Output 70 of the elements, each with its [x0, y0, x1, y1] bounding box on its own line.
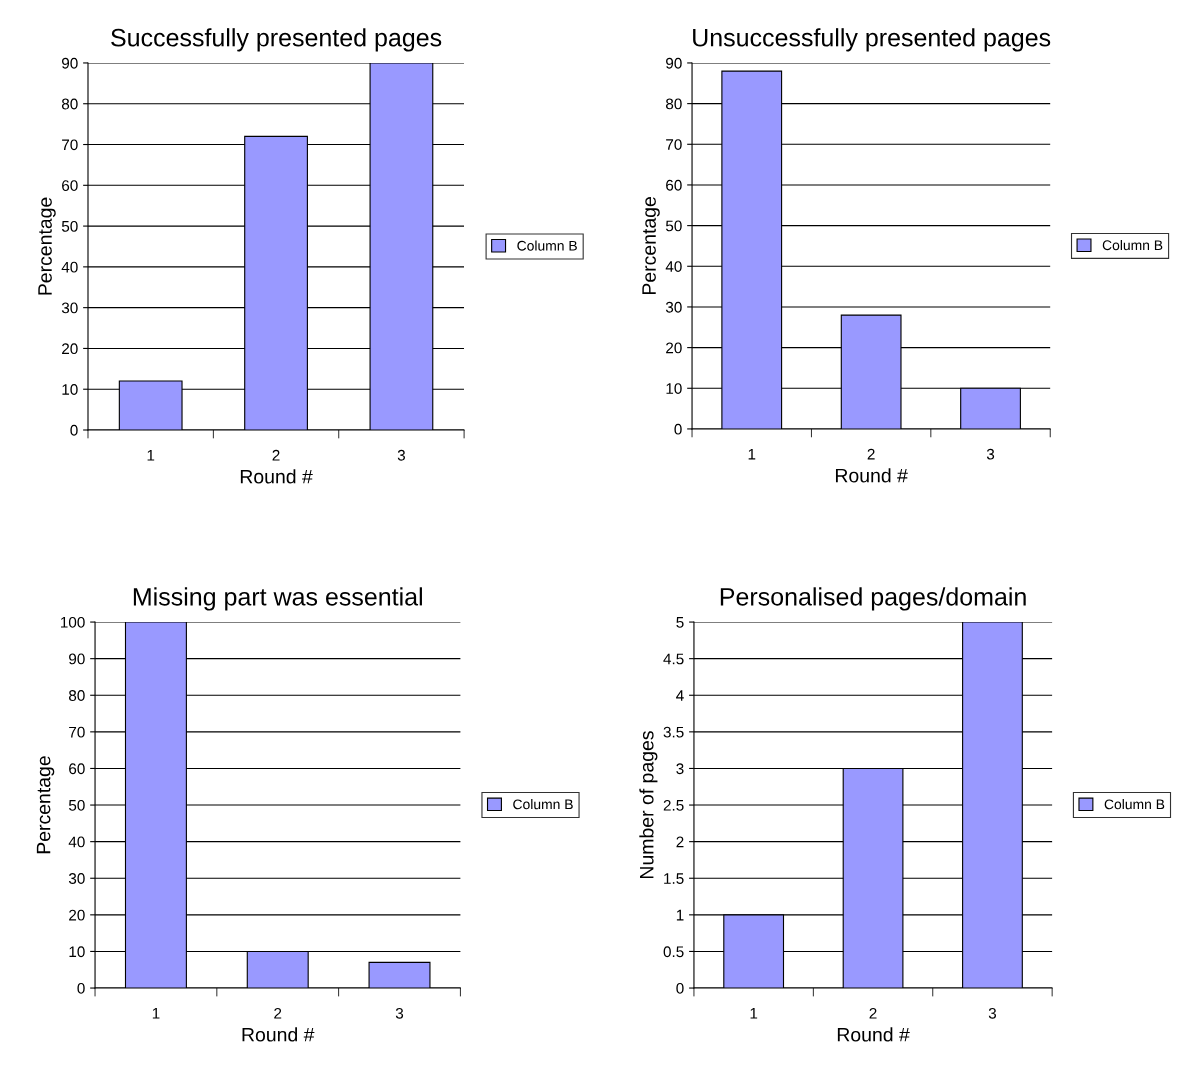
- y-tick-label: 0: [77, 982, 85, 994]
- y-tick-label: 90: [69, 653, 85, 665]
- x-tick-label: 2: [869, 1007, 877, 1019]
- chart-title: Missing part was essential: [133, 587, 422, 611]
- x-tick-label: 3: [988, 1007, 997, 1019]
- y-tick-label: 5: [676, 617, 684, 628]
- legend-label: Column B: [513, 799, 573, 810]
- y-tick-label: 3: [676, 763, 684, 775]
- x-tick-label: 3: [397, 449, 405, 461]
- y-tick-label: 10: [62, 384, 78, 395]
- y-tick-label: 0: [674, 423, 682, 435]
- legend-label: Column B: [517, 240, 577, 251]
- x-axis-title: Round #: [242, 1027, 315, 1042]
- y-tick-label: 80: [61, 98, 78, 110]
- y-tick-label: 0.5: [663, 946, 684, 958]
- y-tick-label: 20: [69, 909, 85, 921]
- y-tick-label: 60: [666, 179, 682, 191]
- y-tick-label: 10: [666, 383, 682, 394]
- y-tick-label: 20: [62, 343, 78, 355]
- y-tick-label: 60: [69, 763, 85, 775]
- y-axis-title: Percentage: [38, 197, 56, 295]
- x-tick-label: 1: [750, 1008, 758, 1019]
- x-axis-title: Round #: [240, 469, 313, 484]
- y-tick-label: 3.5: [663, 726, 684, 738]
- y-tick-label: 50: [665, 220, 682, 232]
- y-tick-label: 70: [69, 726, 85, 738]
- y-tick-label: 0: [676, 982, 684, 994]
- y-tick-label: 0: [70, 424, 78, 436]
- y-tick-label: 20: [666, 342, 682, 354]
- y-tick-label: 70: [666, 139, 682, 150]
- x-axis-title: Round #: [835, 468, 908, 483]
- y-tick-label: 100: [61, 616, 85, 628]
- y-tick-label: 60: [62, 180, 78, 191]
- y-tick-label: 2: [676, 836, 684, 848]
- x-tick-label: 2: [272, 449, 280, 461]
- x-tick-label: 1: [152, 1008, 160, 1019]
- y-tick-label: 10: [69, 946, 85, 958]
- y-tick-label: 80: [665, 98, 682, 110]
- y-tick-label: 50: [68, 799, 85, 811]
- chart-title: Successfully presented pages: [111, 28, 442, 52]
- x-tick-label: 1: [147, 450, 155, 461]
- y-tick-label: 40: [665, 261, 682, 272]
- y-tick-label: 2.5: [663, 799, 684, 811]
- y-tick-label: 40: [61, 261, 78, 273]
- y-tick-label: 4.5: [663, 653, 684, 665]
- y-tick-label: 30: [61, 302, 78, 314]
- legend-label: Column B: [1104, 799, 1165, 810]
- chart-title: Personalised pages/domain: [720, 587, 1026, 611]
- y-tick-label: 30: [68, 873, 85, 884]
- y-tick-label: 1: [676, 909, 684, 921]
- y-tick-label: 50: [61, 220, 78, 232]
- x-tick-label: 3: [986, 448, 995, 460]
- x-tick-label: 1: [748, 448, 756, 460]
- x-tick-label: 2: [274, 1007, 282, 1019]
- y-tick-label: 1.5: [664, 873, 684, 884]
- y-axis-title: Percentage: [36, 756, 55, 854]
- y-axis-title: Percentage: [642, 197, 660, 295]
- x-tick-label: 3: [395, 1007, 404, 1019]
- y-axis-title: Number of pages: [639, 731, 658, 879]
- y-tick-label: 40: [68, 836, 85, 848]
- y-tick-label: 90: [62, 57, 78, 69]
- x-tick-label: 2: [867, 448, 875, 460]
- y-tick-label: 70: [62, 139, 78, 151]
- chart-title: Unsuccessfully presented pages: [693, 28, 1051, 52]
- x-axis-title: Round #: [837, 1027, 910, 1042]
- legend-label: Column B: [1102, 239, 1163, 251]
- y-tick-label: 4: [676, 690, 684, 701]
- y-tick-label: 30: [665, 301, 682, 313]
- y-tick-label: 80: [68, 690, 85, 701]
- y-tick-label: 90: [666, 57, 682, 69]
